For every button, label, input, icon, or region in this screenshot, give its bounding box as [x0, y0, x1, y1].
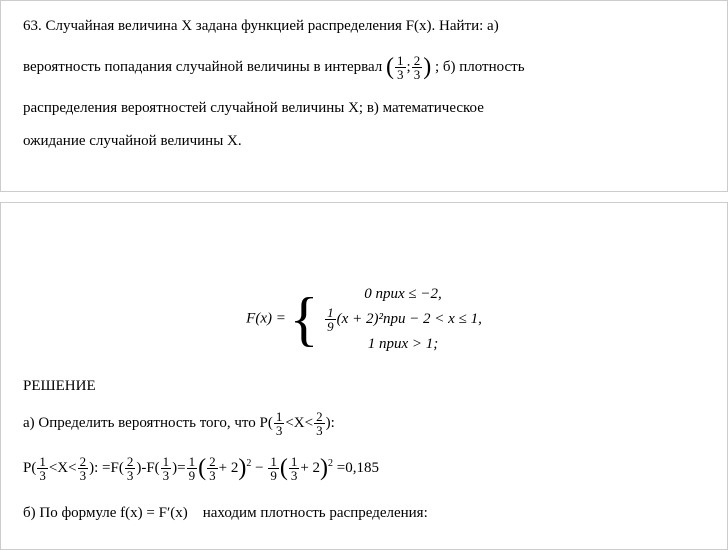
distribution-formula: F(x) = { 0 прих ≤ −2, 19(x + 2)²при − 2 …: [23, 283, 705, 355]
pc-fq1: 19: [187, 455, 198, 482]
problem-section: 63. Случайная величина X задана функцией…: [0, 0, 728, 192]
solution-a: а) Определить вероятность того, что P(13…: [23, 410, 705, 437]
paren-close: ): [423, 54, 431, 80]
problem-text-1a: Случайная величина X задана функцией рас…: [46, 18, 499, 34]
solution-b: б) По формуле f(x) = F′(x) находим плотн…: [23, 500, 705, 527]
interval-frac-1: 13: [395, 54, 406, 81]
solution-label: РЕШЕНИЕ: [23, 373, 705, 400]
problem-line-4: ожидание случайной величины X.: [23, 128, 705, 155]
pc-f4: 13: [161, 455, 172, 482]
paren-open: (: [386, 54, 394, 80]
problem-line-2: вероятность попадания случайной величины…: [23, 46, 705, 89]
case-3: 1 приx > 1;: [324, 333, 482, 356]
pc-f2: 23: [78, 455, 89, 482]
problem-text-2b: ; б) плотность: [435, 59, 525, 75]
case-2: 19(x + 2)²при − 2 < x ≤ 1,: [324, 306, 482, 333]
brace-icon: {: [290, 289, 319, 349]
pc-ft2: 13: [289, 455, 300, 482]
problem-text-2a: вероятность попадания случайной величины…: [23, 59, 382, 75]
interval-frac-2: 23: [412, 54, 423, 81]
pc-fq2: 19: [268, 455, 279, 482]
solution-calc: P(13<X<23): =F(23)-F(13)=19(23+ 2)2 − 19…: [23, 447, 705, 490]
problem-line-1: 63. Случайная величина X задана функцией…: [23, 13, 705, 40]
sa-frac1: 13: [274, 410, 285, 437]
case2-frac: 19: [325, 306, 336, 333]
pc-f1: 13: [37, 455, 48, 482]
formula-lhs: F(x) =: [246, 311, 286, 327]
case-1: 0 прих ≤ −2,: [324, 283, 482, 306]
pc-ft1: 23: [207, 455, 218, 482]
problem-line-3: распределения вероятностей случайной вел…: [23, 95, 705, 122]
interval-expression: (13;23): [386, 59, 435, 75]
formula-cases: 0 прих ≤ −2, 19(x + 2)²при − 2 < x ≤ 1, …: [324, 283, 482, 355]
pc-f3: 23: [125, 455, 136, 482]
problem-text: 63. Случайная величина X задана функцией…: [23, 13, 705, 155]
sa-frac2: 23: [314, 410, 325, 437]
solution-section: F(x) = { 0 прих ≤ −2, 19(x + 2)²при − 2 …: [0, 202, 728, 550]
problem-number: 63.: [23, 18, 42, 34]
